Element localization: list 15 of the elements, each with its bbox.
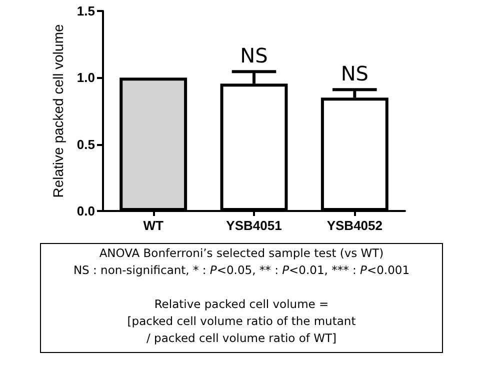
text: [packed cell volume ratio of the mutant: [126, 313, 357, 330]
x-tick-label: YSB4051: [226, 218, 282, 233]
text: ANOVA Bonferroni’s selected sample test (vs WT): [98, 245, 385, 262]
text: / packed cell volume ratio of WT]: [146, 330, 338, 347]
text: Relative packed cell volume =: [153, 296, 330, 313]
y-tick-label: 1.5: [76, 4, 95, 18]
y-tick-label: 0.5: [76, 136, 95, 152]
y-tick-label: 1.0: [76, 70, 95, 86]
x-tick-label: WT: [143, 218, 164, 233]
text: NS : non-significant, * : P<0.05, ** : P<0.01, *** : P<0.001: [72, 262, 411, 279]
y-tick-label: 0.0: [76, 204, 95, 218]
x-tick-label: YSB4052: [326, 218, 382, 233]
annotation: NS: [240, 44, 268, 68]
annotation: NS: [340, 62, 368, 86]
y-axis-title: Relative packed cell volume: [50, 24, 66, 198]
